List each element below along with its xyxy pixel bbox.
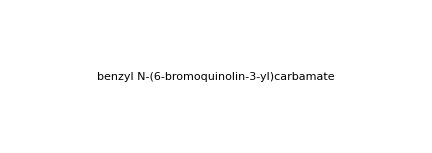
Text: benzyl N-(6-bromoquinolin-3-yl)carbamate: benzyl N-(6-bromoquinolin-3-yl)carbamate [97,71,335,82]
